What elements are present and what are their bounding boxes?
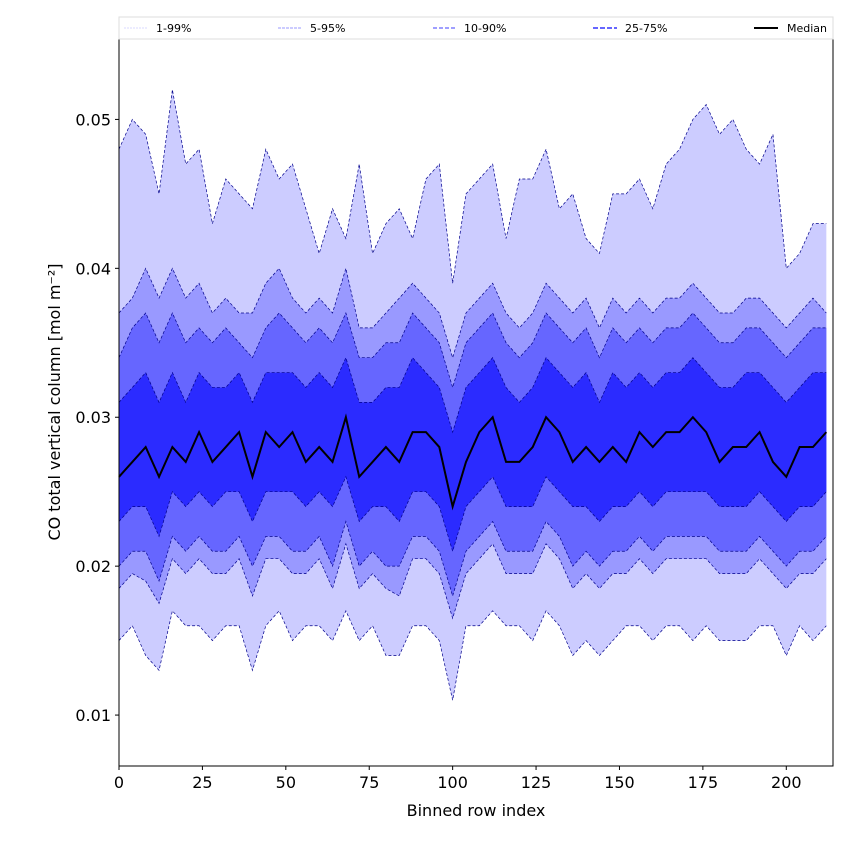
line-p99	[118, 89, 827, 284]
median-line	[118, 413, 828, 511]
y-tick-label: 0.05	[75, 110, 111, 129]
x-axis-ticks: 0 25 50 75 100 125 150 175 200	[114, 766, 802, 792]
x-tick-label: 75	[359, 773, 379, 792]
band-25-75	[119, 357, 827, 552]
y-axis-ticks: 0.01 0.02 0.03 0.04 0.05	[75, 110, 119, 725]
x-tick-label: 200	[771, 773, 802, 792]
y-tick-label: 0.01	[75, 706, 111, 725]
y-tick-label: 0.03	[75, 408, 111, 427]
y-axis-label: CO total vertical column [mol m⁻²]	[45, 263, 64, 540]
bands-layer	[118, 89, 828, 701]
line-p90	[118, 311, 827, 389]
x-tick-label: 50	[276, 773, 296, 792]
line-p10	[118, 520, 827, 598]
line-p25	[118, 475, 827, 553]
legend-label: Median	[787, 22, 827, 35]
legend-label: 1-99%	[156, 22, 191, 35]
legend-box	[118, 16, 834, 40]
line-p75	[118, 356, 827, 434]
legend-label: 5-95%	[310, 22, 345, 35]
x-tick-label: 0	[114, 773, 124, 792]
x-tick-label: 25	[192, 773, 212, 792]
legend-label: 10-90%	[464, 22, 506, 35]
y-tick-label: 0.02	[75, 557, 111, 576]
line-p1	[118, 609, 827, 701]
legend: 1-99% 5-95% 10-90% 25-75% Median	[118, 16, 834, 40]
line-p5	[118, 542, 827, 620]
x-tick-label: 125	[521, 773, 552, 792]
y-tick-label: 0.04	[75, 259, 111, 278]
line-p95	[118, 266, 827, 359]
x-tick-label: 175	[688, 773, 719, 792]
x-tick-label: 150	[604, 773, 635, 792]
x-axis-label: Binned row index	[407, 801, 546, 820]
x-tick-label: 100	[437, 773, 468, 792]
legend-label: 25-75%	[625, 22, 667, 35]
